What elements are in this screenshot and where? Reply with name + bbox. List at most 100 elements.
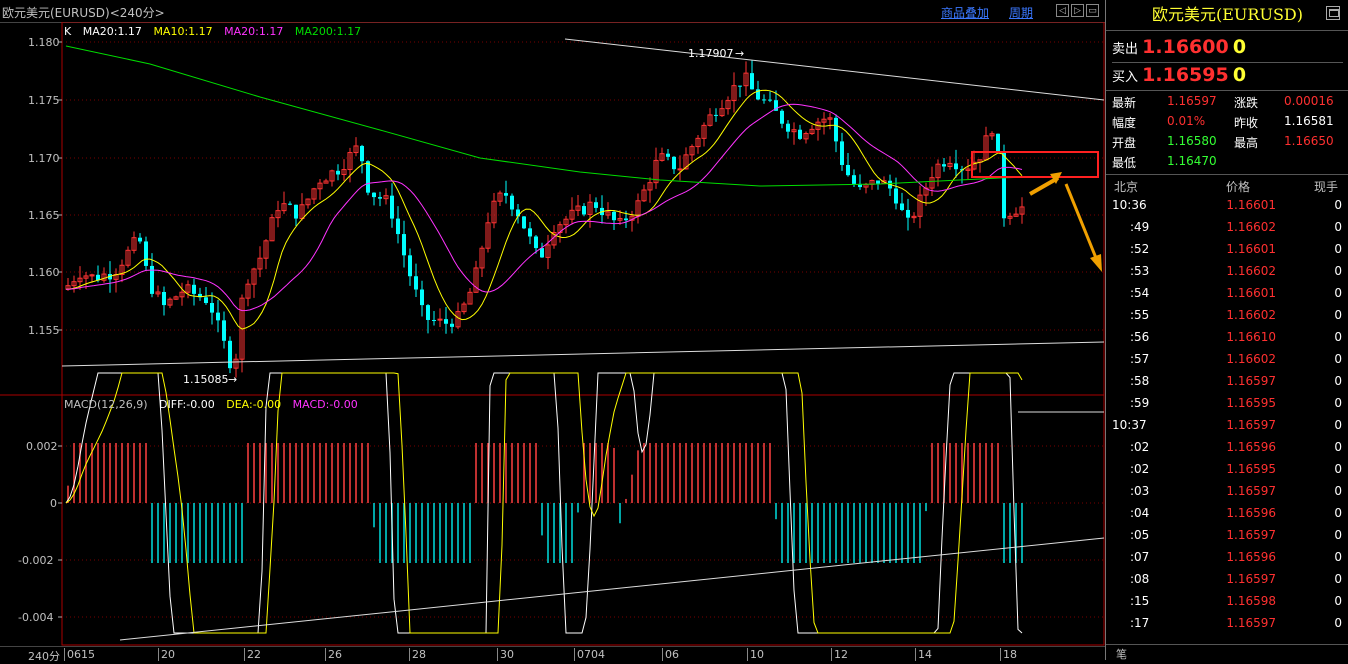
- tick-list[interactable]: 北京 价格 现手 10:36 1.16601 0:49 1.16602 0:52 1.16601…: [1106, 174, 1348, 635]
- tick-price: 1.16601: [1226, 286, 1276, 300]
- tick-time: :54: [1130, 286, 1150, 300]
- tick-row: :17 1.16597 0: [1106, 613, 1348, 635]
- tick-row: :15 1.16598 0: [1106, 591, 1348, 613]
- chart-title: 欧元美元(EURUSD)<240分>: [2, 6, 165, 20]
- candle-body-down: [942, 164, 946, 167]
- candle-body-up: [305, 198, 311, 206]
- candle-body-up: [935, 163, 941, 179]
- candle-body-up: [659, 153, 665, 161]
- candle-body-up: [827, 117, 833, 120]
- arrow-down-head: [1090, 254, 1102, 272]
- tick-time: :03: [1130, 484, 1150, 498]
- candle-body-down: [780, 110, 784, 124]
- period-link[interactable]: 周期: [1009, 6, 1034, 20]
- candle-body-down: [222, 320, 226, 341]
- candle-body-down: [834, 117, 838, 142]
- tick-time: :59: [1130, 396, 1150, 410]
- panel-toggle-icon[interactable]: [1326, 6, 1340, 20]
- candle-body-down: [192, 284, 196, 294]
- arrow-up-shaft: [1029, 176, 1059, 196]
- highlight-box: [971, 151, 1099, 178]
- tick-price: 1.16597: [1226, 418, 1276, 432]
- candle-body-down: [396, 218, 400, 235]
- candle-body-up: [257, 257, 263, 270]
- legend-k: K: [64, 25, 72, 38]
- tick-volume: 0: [1334, 242, 1342, 256]
- scroll-left-button[interactable]: ◁: [1056, 4, 1069, 17]
- tick-time: :07: [1130, 550, 1150, 564]
- candle-body-up: [809, 128, 815, 135]
- quote-value-2: 0.00016: [1284, 94, 1334, 108]
- sell-volume: 0: [1232, 36, 1247, 58]
- candle-body-down: [372, 192, 376, 198]
- tick-price: 1.16596: [1226, 550, 1276, 564]
- quote-field-row: 开盘 1.16580 最高 1.16650: [1112, 132, 1344, 152]
- arrow-up-head: [1050, 172, 1062, 184]
- tick-row: :58 1.16597 0: [1106, 371, 1348, 393]
- candle-body-up: [989, 133, 995, 137]
- candle-body-up: [791, 129, 797, 133]
- candle-body-down: [150, 265, 154, 294]
- chart-area[interactable]: 1.180 1.175 1.170 1.165 1.160 1.155 0.002 0 -0.0…: [0, 22, 1105, 646]
- overlay-symbol-link[interactable]: 商品叠加: [941, 6, 990, 20]
- candle-body-up: [77, 277, 83, 283]
- quote-panel: 欧元美元(EURUSD) 卖出 1.16600 0 买入 1.16595 0 最…: [1105, 0, 1348, 661]
- y-tick-label: 1.180: [28, 36, 60, 49]
- support-trendline: [61, 341, 1105, 367]
- tick-row: :56 1.16610 0: [1106, 327, 1348, 349]
- candle-body-up: [263, 240, 269, 259]
- candle-body-down: [402, 234, 406, 256]
- candle-body-up: [719, 108, 725, 117]
- tick-volume: 0: [1334, 308, 1342, 322]
- candle-body-up: [731, 85, 737, 102]
- candle-body-down: [876, 180, 880, 184]
- tick-price: 1.16595: [1226, 462, 1276, 476]
- quote-value: 1.16470: [1167, 154, 1217, 168]
- candle-body-down: [360, 145, 364, 162]
- x-axis-label: 30: [497, 648, 514, 661]
- candle-body-down: [612, 211, 616, 221]
- candle-body-up: [329, 170, 335, 182]
- high-arrow: →: [735, 47, 744, 60]
- y-tick-label: 1.175: [28, 94, 60, 107]
- candle-body-up: [929, 177, 935, 189]
- tick-row: :49 1.16602 0: [1106, 217, 1348, 239]
- candle-body-up: [167, 298, 173, 306]
- tick-price: 1.16610: [1226, 330, 1276, 344]
- candle-body-up: [473, 267, 479, 293]
- tick-row: :05 1.16597 0: [1106, 525, 1348, 547]
- candle-body-down: [204, 297, 208, 304]
- candle-body-up: [689, 146, 695, 156]
- candle-body-down: [210, 303, 214, 313]
- candle-body-up: [545, 244, 551, 258]
- scroll-right-button[interactable]: ▷: [1071, 4, 1084, 17]
- candle-body-down: [738, 85, 742, 87]
- x-axis-label: 22: [244, 648, 261, 661]
- quote-label: 开盘: [1112, 136, 1137, 150]
- y-tick-label: 1.160: [28, 266, 60, 279]
- x-axis-label: 0704: [574, 648, 605, 661]
- candlestick-chart-svg[interactable]: 1.180 1.175 1.170 1.165 1.160 1.155 0.002 0 -0.0…: [0, 22, 1105, 646]
- tick-price: 1.16602: [1226, 264, 1276, 278]
- macd-dea: DEA:-0.00: [226, 398, 282, 411]
- candle-body-down: [954, 163, 958, 170]
- quote-field-row: 最新 1.16597 涨跌 0.00016: [1112, 92, 1344, 112]
- tick-volume: 0: [1334, 220, 1342, 234]
- candle-body-down: [1002, 152, 1006, 219]
- candle-body-down: [846, 164, 850, 176]
- tick-volume: 0: [1334, 264, 1342, 278]
- candle-body-up: [641, 189, 647, 202]
- maximize-button[interactable]: ▭: [1086, 4, 1099, 17]
- quote-value-2: 1.16650: [1284, 134, 1334, 148]
- low-annotation: 1.15085: [183, 373, 229, 386]
- macd-trendline: [119, 537, 1105, 641]
- tick-price: 1.16597: [1226, 374, 1276, 388]
- candle-body-down: [414, 276, 418, 290]
- candle-body-down: [774, 100, 778, 111]
- y-tick-label: 1.165: [28, 209, 60, 222]
- tick-volume: 0: [1334, 462, 1342, 476]
- tick-volume: 0: [1334, 286, 1342, 300]
- candle-body-up: [743, 72, 749, 87]
- tick-time: 10:37: [1112, 418, 1147, 432]
- candle-body-up: [563, 218, 569, 226]
